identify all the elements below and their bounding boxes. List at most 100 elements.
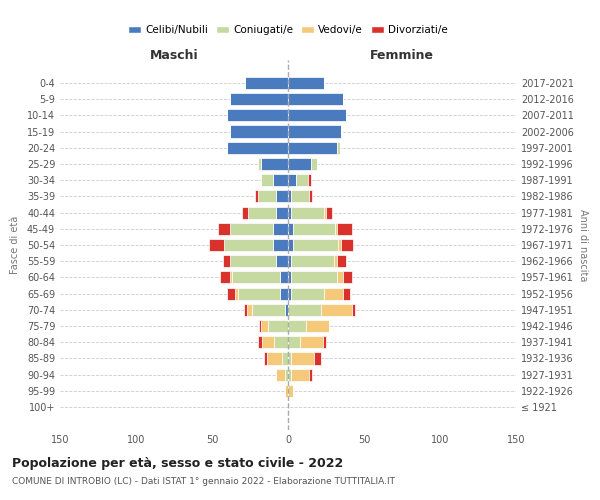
Bar [230, 255, 276, 268]
Bar [218, 222, 230, 235]
Bar [242, 206, 248, 218]
Bar [288, 126, 341, 138]
Bar [335, 222, 337, 235]
Bar [288, 174, 296, 186]
Bar [291, 288, 325, 300]
Bar [337, 222, 352, 235]
Bar [306, 320, 329, 332]
Bar [288, 77, 325, 89]
Bar [267, 352, 282, 364]
Bar [288, 93, 343, 105]
Bar [325, 206, 326, 218]
Bar [311, 158, 317, 170]
Bar [288, 158, 311, 170]
Bar [257, 336, 262, 348]
Bar [259, 320, 260, 332]
Bar [244, 304, 247, 316]
Bar [230, 272, 232, 283]
Bar [223, 255, 230, 268]
Bar [291, 272, 337, 283]
Bar [248, 206, 276, 218]
Bar [323, 336, 326, 348]
Bar [224, 239, 273, 251]
Bar [288, 239, 293, 251]
Bar [227, 288, 235, 300]
Bar [273, 174, 288, 186]
Bar [273, 222, 288, 235]
Bar [260, 174, 273, 186]
Bar [288, 336, 300, 348]
Bar [260, 320, 268, 332]
Bar [293, 239, 338, 251]
Bar [322, 304, 352, 316]
Bar [288, 368, 291, 381]
Bar [352, 304, 355, 316]
Bar [291, 368, 309, 381]
Bar [280, 272, 288, 283]
Bar [325, 288, 343, 300]
Bar [273, 239, 288, 251]
Bar [276, 190, 288, 202]
Bar [288, 385, 293, 397]
Bar [235, 288, 238, 300]
Bar [288, 142, 337, 154]
Bar [300, 336, 323, 348]
Bar [282, 352, 288, 364]
Bar [257, 158, 260, 170]
Bar [254, 190, 257, 202]
Bar [288, 352, 291, 364]
Bar [276, 206, 288, 218]
Bar [260, 158, 288, 170]
Bar [262, 336, 274, 348]
Bar [337, 272, 343, 283]
Legend: Celibi/Nubili, Coniugati/e, Vedovi/e, Divorziati/e: Celibi/Nubili, Coniugati/e, Vedovi/e, Di… [124, 21, 452, 39]
Bar [220, 272, 230, 283]
Bar [268, 320, 288, 332]
Bar [337, 142, 340, 154]
Bar [251, 304, 285, 316]
Bar [285, 304, 288, 316]
Bar [288, 222, 293, 235]
Bar [227, 109, 288, 122]
Bar [285, 385, 288, 397]
Bar [230, 222, 273, 235]
Bar [230, 93, 288, 105]
Bar [276, 255, 288, 268]
Text: COMUNE DI INTROBIO (LC) - Dati ISTAT 1° gennaio 2022 - Elaborazione TUTTITALIA.I: COMUNE DI INTROBIO (LC) - Dati ISTAT 1° … [12, 478, 395, 486]
Bar [296, 174, 308, 186]
Bar [227, 142, 288, 154]
Bar [209, 239, 224, 251]
Bar [280, 288, 288, 300]
Bar [334, 255, 337, 268]
Bar [238, 288, 280, 300]
Bar [308, 174, 311, 186]
Text: Popolazione per età, sesso e stato civile - 2022: Popolazione per età, sesso e stato civil… [12, 458, 343, 470]
Bar [343, 272, 352, 283]
Bar [247, 304, 251, 316]
Bar [288, 288, 291, 300]
Y-axis label: Fasce di età: Fasce di età [10, 216, 20, 274]
Bar [288, 206, 291, 218]
Bar [337, 255, 346, 268]
Bar [343, 288, 350, 300]
Bar [314, 352, 322, 364]
Bar [257, 190, 276, 202]
Bar [288, 255, 291, 268]
Bar [326, 206, 332, 218]
Bar [276, 368, 285, 381]
Bar [341, 239, 353, 251]
Bar [309, 368, 313, 381]
Bar [288, 109, 346, 122]
Bar [288, 320, 306, 332]
Bar [230, 126, 288, 138]
Text: Femmine: Femmine [370, 49, 434, 62]
Bar [288, 190, 291, 202]
Bar [291, 255, 334, 268]
Text: Maschi: Maschi [149, 49, 199, 62]
Bar [263, 352, 267, 364]
Bar [293, 222, 335, 235]
Bar [245, 77, 288, 89]
Bar [309, 190, 313, 202]
Bar [291, 190, 309, 202]
Bar [288, 272, 291, 283]
